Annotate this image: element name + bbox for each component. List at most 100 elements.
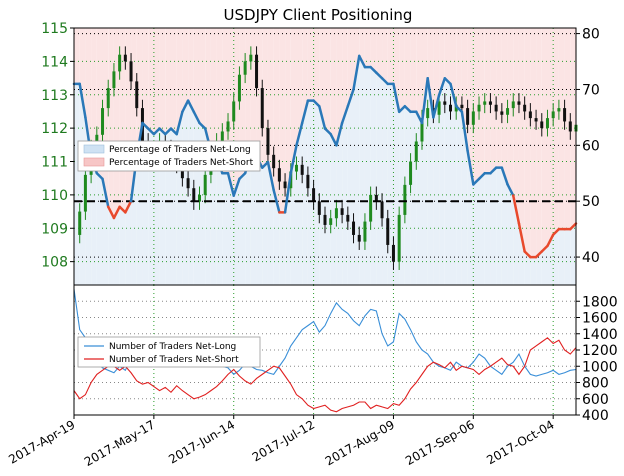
candle-body bbox=[500, 111, 504, 115]
net-short-shade bbox=[479, 28, 485, 179]
candle-body bbox=[249, 54, 253, 62]
candle-body bbox=[540, 121, 544, 129]
net-short-shade bbox=[325, 28, 331, 135]
candle-body bbox=[369, 194, 373, 222]
percent-net-long-segment bbox=[397, 104, 407, 114]
net-short-shade bbox=[313, 28, 320, 107]
net-short-shade bbox=[496, 28, 502, 168]
net-short-shade bbox=[188, 28, 194, 112]
percent-net-long-segment bbox=[335, 121, 344, 147]
net-short-shade bbox=[410, 28, 417, 112]
percent-net-long-segment bbox=[346, 88, 355, 108]
left-tick-label: 114 bbox=[41, 54, 68, 70]
net-short-shade bbox=[296, 28, 303, 146]
net-short-shade bbox=[205, 28, 211, 151]
net-short-shade bbox=[347, 28, 354, 107]
percent-net-long-segment bbox=[146, 127, 156, 136]
net-short-shade bbox=[193, 28, 200, 123]
net-short-shade bbox=[210, 28, 217, 157]
net-long-shade bbox=[245, 156, 251, 285]
net-short-shade bbox=[427, 28, 434, 118]
net-short-shade bbox=[74, 28, 80, 84]
candle-body bbox=[426, 108, 430, 119]
net-short-shade bbox=[530, 28, 537, 258]
percent-net-long-segment bbox=[323, 127, 332, 136]
bottom-right-tick-label: 400 bbox=[582, 408, 609, 424]
candle-body bbox=[483, 101, 487, 105]
net-long-shade bbox=[336, 122, 343, 285]
candle-body bbox=[255, 54, 259, 89]
net-long-shade bbox=[553, 229, 559, 285]
candle-body bbox=[226, 121, 230, 132]
net-short-shade bbox=[541, 28, 548, 252]
percent-net-long-segment bbox=[318, 104, 327, 130]
bottom-right-tick-label: 1400 bbox=[582, 327, 618, 343]
percent-net-long-segment bbox=[512, 194, 521, 225]
legend-label-net-short-count: Number of Traders Net-Short bbox=[109, 355, 239, 365]
net-short-shade bbox=[302, 28, 308, 123]
net-short-shade bbox=[148, 28, 154, 135]
candle-body bbox=[460, 104, 464, 109]
right-tick-label: 60 bbox=[582, 138, 600, 154]
percent-net-long-segment bbox=[175, 110, 184, 136]
candle-body bbox=[494, 104, 498, 112]
net-short-shade bbox=[170, 28, 177, 135]
candle-body bbox=[300, 164, 304, 175]
right-tick-label: 80 bbox=[582, 27, 600, 43]
net-long-shade bbox=[541, 245, 548, 285]
percent-net-long-segment bbox=[472, 177, 481, 186]
net-short-shade bbox=[501, 28, 508, 185]
net-short-shade bbox=[370, 28, 377, 73]
net-long-shade bbox=[108, 206, 114, 285]
net-long-shade bbox=[456, 106, 462, 285]
candle-body bbox=[409, 161, 413, 185]
percent-net-long-segment bbox=[489, 166, 498, 175]
net-long-shade bbox=[501, 167, 508, 285]
candle-body bbox=[391, 244, 395, 262]
x-tick-label: 2017-Sep-06 bbox=[403, 417, 477, 468]
net-long-shade bbox=[131, 156, 137, 285]
net-long-shade bbox=[364, 67, 371, 285]
net-short-shade bbox=[330, 28, 337, 146]
left-tick-label: 112 bbox=[41, 121, 68, 137]
bottom-right-tick-label: 1200 bbox=[582, 343, 618, 359]
net-long-shade bbox=[467, 150, 474, 285]
candle-body bbox=[329, 218, 333, 225]
percent-net-long-segment bbox=[300, 99, 310, 125]
net-long-shade bbox=[182, 100, 189, 285]
right-tick-label: 40 bbox=[582, 250, 600, 266]
net-short-shade bbox=[159, 28, 166, 135]
net-short-shade bbox=[484, 28, 491, 174]
net-short-shade bbox=[285, 28, 291, 213]
candle-body bbox=[317, 201, 321, 215]
candle-body bbox=[198, 194, 201, 202]
x-tick-label: 2017-Apr-19 bbox=[6, 417, 77, 466]
percent-net-long-segment bbox=[118, 205, 127, 214]
percent-net-long-segment bbox=[500, 166, 509, 186]
percent-net-long-segment bbox=[569, 222, 578, 231]
net-long-shade bbox=[262, 162, 268, 285]
percent-net-long-segment bbox=[232, 177, 241, 197]
top-legend-box bbox=[77, 140, 261, 172]
percent-net-long-segment bbox=[164, 127, 173, 136]
net-long-shade bbox=[74, 83, 80, 285]
net-short-shade bbox=[387, 28, 394, 84]
right-tick-label: 70 bbox=[582, 82, 600, 98]
top-legend: Percentage of Traders Net-Long Percentag… bbox=[77, 140, 261, 172]
percent-net-long-segment bbox=[432, 93, 441, 119]
net-short-shade bbox=[250, 28, 257, 157]
percent-net-long-segment bbox=[506, 183, 515, 197]
candle-body bbox=[517, 101, 521, 105]
net-long-shade bbox=[439, 78, 445, 285]
net-short-shade bbox=[199, 28, 206, 129]
candle-body bbox=[106, 88, 110, 109]
net-long-shade bbox=[376, 72, 383, 286]
candle-body bbox=[551, 111, 555, 119]
net-short-shade bbox=[342, 28, 348, 123]
candle-body bbox=[232, 101, 236, 122]
net-short-shade bbox=[108, 28, 114, 218]
net-short-shade bbox=[307, 28, 314, 101]
net-long-shade bbox=[347, 89, 354, 286]
net-short-shade bbox=[416, 28, 422, 123]
bottom-right-tick-label: 1800 bbox=[582, 294, 618, 310]
